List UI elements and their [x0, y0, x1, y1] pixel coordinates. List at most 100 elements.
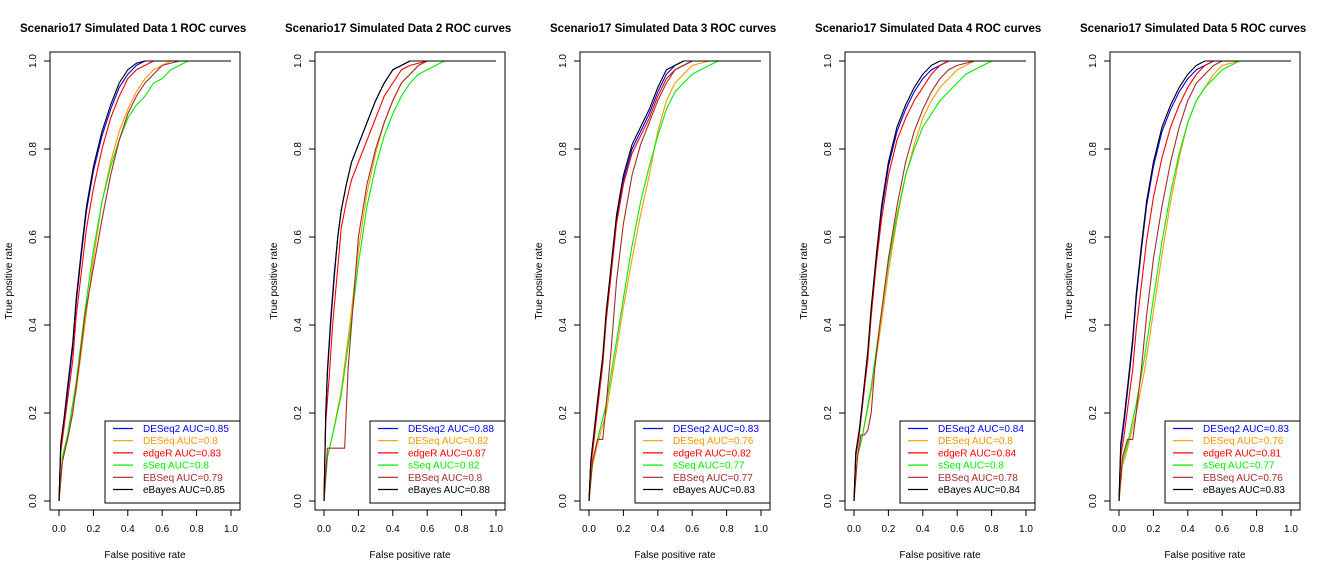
- x-tick-label: 0.0: [847, 524, 861, 535]
- plot-frame: [49, 51, 241, 511]
- legend-label: sSeq AUC=0.8: [143, 461, 209, 472]
- x-tick-label: 0.6: [685, 524, 699, 535]
- series-line: [58, 60, 231, 502]
- y-tick-label: 0.8: [558, 142, 569, 156]
- y-tick-label: 0.0: [558, 494, 569, 508]
- series-line: [323, 60, 496, 502]
- series-line: [853, 60, 1026, 502]
- legend-label: EBSeq AUC=0.77: [673, 473, 753, 484]
- legend-label: edgeR AUC=0.83: [143, 448, 222, 459]
- x-axis-label: False positive rate: [104, 550, 186, 561]
- legend-label: edgeR AUC=0.84: [938, 448, 1017, 459]
- series-line: [323, 60, 496, 502]
- series-line: [1118, 60, 1291, 502]
- y-tick-label: 0.4: [823, 318, 834, 332]
- y-tick-label: 0.6: [558, 230, 569, 244]
- legend-label: DESeq2 AUC=0.84: [938, 424, 1024, 435]
- x-axis-label: False positive rate: [369, 550, 451, 561]
- chart-title: Scenario17 Simulated Data 2 ROC curves: [285, 23, 511, 35]
- series-line: [853, 60, 1026, 502]
- series-line: [588, 60, 761, 502]
- x-tick-label: 0.2: [351, 524, 365, 535]
- series-line: [1118, 60, 1291, 502]
- x-tick-label: 0.6: [950, 524, 964, 535]
- y-tick-label: 0.8: [28, 142, 39, 156]
- y-tick-label: 0.0: [28, 494, 39, 508]
- series-line: [588, 60, 761, 502]
- y-tick-label: 0.4: [1088, 318, 1099, 332]
- legend-label: DESeq2 AUC=0.83: [1203, 424, 1289, 435]
- legend-label: eBayes AUC=0.88: [408, 485, 490, 496]
- y-tick-label: 0.4: [28, 318, 39, 332]
- x-axis-label: False positive rate: [1164, 550, 1246, 561]
- legend-label: DESeq AUC=0.76: [1203, 436, 1284, 447]
- y-tick-label: 1.0: [293, 54, 304, 68]
- x-tick-label: 1.0: [1019, 524, 1033, 535]
- legend-label: EBSeq AUC=0.8: [408, 473, 483, 484]
- series-line: [323, 60, 496, 502]
- legend-label: sSeq AUC=0.77: [1203, 461, 1275, 472]
- plot-frame: [1109, 51, 1301, 511]
- x-tick-label: 0.2: [881, 524, 895, 535]
- y-tick-label: 0.0: [293, 494, 304, 508]
- legend-label: edgeR AUC=0.81: [1203, 448, 1282, 459]
- legend-label: DESeq AUC=0.8: [938, 436, 1013, 447]
- y-tick-label: 0.2: [558, 406, 569, 420]
- legend-label: sSeq AUC=0.8: [938, 461, 1004, 472]
- x-axis-label: False positive rate: [634, 550, 716, 561]
- legend-label: eBayes AUC=0.83: [673, 485, 755, 496]
- x-tick-label: 0.6: [1215, 524, 1229, 535]
- chart-title: Scenario17 Simulated Data 3 ROC curves: [550, 23, 776, 35]
- legend-label: DESeq2 AUC=0.85: [143, 424, 229, 435]
- legend-label: DESeq AUC=0.76: [673, 436, 754, 447]
- y-tick-label: 0.0: [823, 494, 834, 508]
- y-tick-label: 0.6: [28, 230, 39, 244]
- x-tick-label: 0.2: [86, 524, 100, 535]
- y-axis-label: True positive rate: [269, 242, 280, 319]
- series-line: [853, 60, 1026, 502]
- series-line: [323, 60, 496, 502]
- chart-title: Scenario17 Simulated Data 1 ROC curves: [20, 23, 246, 35]
- y-axis-label: True positive rate: [4, 242, 15, 319]
- x-tick-label: 1.0: [1284, 524, 1298, 535]
- legend-label: DESeq AUC=0.82: [408, 436, 489, 447]
- y-axis-label: True positive rate: [1064, 242, 1075, 319]
- x-tick-label: 0.4: [651, 524, 665, 535]
- x-tick-label: 0.2: [1146, 524, 1160, 535]
- x-tick-label: 0.8: [985, 524, 999, 535]
- y-tick-label: 0.6: [293, 230, 304, 244]
- x-tick-label: 0.0: [317, 524, 331, 535]
- legend-label: DESeq2 AUC=0.83: [673, 424, 759, 435]
- series-line: [58, 60, 231, 502]
- y-tick-label: 0.2: [28, 406, 39, 420]
- series-line: [58, 60, 231, 502]
- y-tick-label: 0.2: [823, 406, 834, 420]
- x-tick-label: 0.8: [720, 524, 734, 535]
- y-tick-label: 1.0: [823, 54, 834, 68]
- x-axis-label: False positive rate: [899, 550, 981, 561]
- y-axis-label: True positive rate: [534, 242, 545, 319]
- y-tick-label: 0.4: [558, 318, 569, 332]
- plot-frame: [844, 51, 1036, 511]
- x-tick-label: 1.0: [224, 524, 238, 535]
- legend-label: EBSeq AUC=0.79: [143, 473, 223, 484]
- roc-panel: Scenario17 Simulated Data 1 ROC curves 0.…: [4, 23, 246, 561]
- legend-label: edgeR AUC=0.82: [673, 448, 752, 459]
- x-tick-label: 0.0: [582, 524, 596, 535]
- y-tick-label: 0.0: [1088, 494, 1099, 508]
- y-tick-label: 1.0: [28, 54, 39, 68]
- y-tick-label: 0.2: [293, 406, 304, 420]
- roc-panel: Scenario17 Simulated Data 5 ROC curves 0.…: [1064, 23, 1306, 561]
- roc-panel: Scenario17 Simulated Data 4 ROC curves 0.…: [799, 23, 1041, 561]
- x-tick-label: 0.4: [386, 524, 400, 535]
- series-line: [853, 60, 1026, 502]
- chart-title: Scenario17 Simulated Data 5 ROC curves: [1080, 23, 1306, 35]
- x-tick-label: 0.6: [420, 524, 434, 535]
- y-tick-label: 1.0: [558, 54, 569, 68]
- x-tick-label: 0.2: [616, 524, 630, 535]
- legend-label: DESeq2 AUC=0.88: [408, 424, 494, 435]
